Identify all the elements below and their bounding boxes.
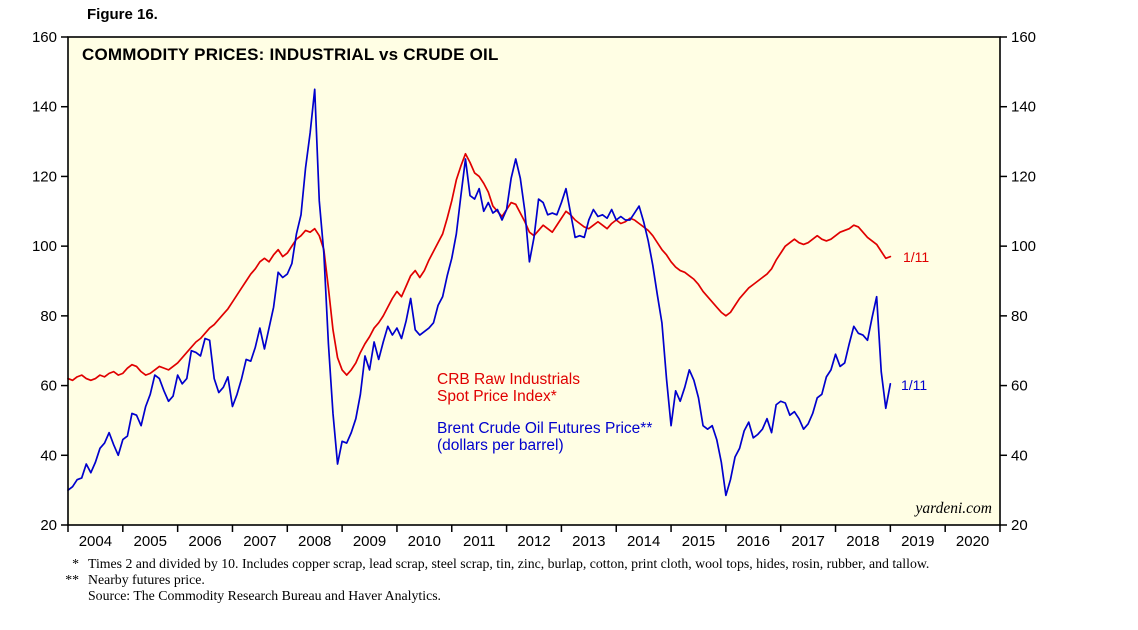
y-tick-label-right: 40 [1011, 447, 1028, 464]
footnote-source: Source: The Commodity Research Bureau an… [57, 588, 929, 604]
x-tick-label: 2009 [353, 533, 386, 550]
chart-title: COMMODITY PRICES: INDUSTRIAL vs CRUDE OI… [82, 45, 499, 64]
footnote-1-symbol: * [72, 556, 79, 571]
x-tick-label: 2013 [572, 533, 605, 550]
x-tick-label: 2014 [627, 533, 660, 550]
legend-series2: Brent Crude Oil Futures Price** (dollars… [437, 420, 652, 454]
legend-series2-line1: Brent Crude Oil Futures Price** [437, 420, 653, 437]
y-tick-label-right: 80 [1011, 308, 1028, 325]
x-tick-label: 2018 [846, 533, 879, 550]
x-tick-label: 2020 [956, 533, 989, 550]
series-line-1 [67, 152, 892, 382]
x-tick-label: 2017 [791, 533, 824, 550]
footnote-2-symbol: ** [65, 572, 79, 587]
y-tick-label-left: 40 [40, 447, 57, 464]
figure-label: Figure 16. [87, 6, 158, 23]
legend-series1-line2: Spot Price Index* [437, 388, 557, 405]
x-tick-label: 2010 [408, 533, 441, 550]
y-tick-label-left: 20 [40, 517, 57, 534]
legend-series1-line1: CRB Raw Industrials [437, 371, 580, 388]
y-tick-label-left: 60 [40, 378, 57, 395]
series1-end-date-label: 1/11 [903, 249, 930, 265]
x-tick-label: 2004 [79, 533, 112, 550]
x-tick-label: 2016 [737, 533, 770, 550]
y-tick-label-right: 120 [1011, 168, 1036, 185]
x-tick-label: 2019 [901, 533, 934, 550]
y-tick-label-left: 160 [32, 29, 57, 46]
y-tick-label-right: 60 [1011, 378, 1028, 395]
x-tick-label: 2012 [517, 533, 550, 550]
x-tick-label: 2015 [682, 533, 715, 550]
y-tick-label-right: 100 [1011, 238, 1036, 255]
plot-border [67, 36, 1001, 526]
series2-end-date-label: 1/11 [901, 377, 928, 393]
x-tick-label: 2006 [188, 533, 221, 550]
x-tick-label: 2011 [463, 533, 495, 550]
y-tick-label-left: 120 [32, 168, 57, 185]
y-tick-label-right: 140 [1011, 99, 1036, 116]
footnote-2: ** Nearby futures price. [57, 572, 929, 588]
y-tick-label-left: 140 [32, 99, 57, 116]
y-tick-label-right: 160 [1011, 29, 1036, 46]
y-tick-label-left: 80 [40, 308, 57, 325]
legend-series1: CRB Raw Industrials Spot Price Index* [437, 371, 580, 405]
yardeni-watermark: yardeni.com [915, 500, 992, 517]
series-line-2 [67, 88, 892, 497]
y-tick-label-right: 20 [1011, 517, 1028, 534]
footnote-source-text: Source: The Commodity Research Bureau an… [88, 588, 442, 603]
x-tick-label: 2008 [298, 533, 331, 550]
footnotes: * Times 2 and divided by 10. Includes co… [57, 556, 929, 604]
y-tick-label-left: 100 [32, 238, 57, 255]
legend-series2-line2: (dollars per barrel) [437, 437, 564, 454]
plot-area [68, 37, 1000, 525]
footnote-2-text: Nearby futures price. [88, 572, 205, 587]
footnote-1-text: Times 2 and divided by 10. Includes copp… [88, 556, 930, 571]
x-tick-label: 2005 [134, 533, 167, 550]
x-tick-label: 2007 [243, 533, 276, 550]
footnote-1: * Times 2 and divided by 10. Includes co… [57, 556, 929, 572]
